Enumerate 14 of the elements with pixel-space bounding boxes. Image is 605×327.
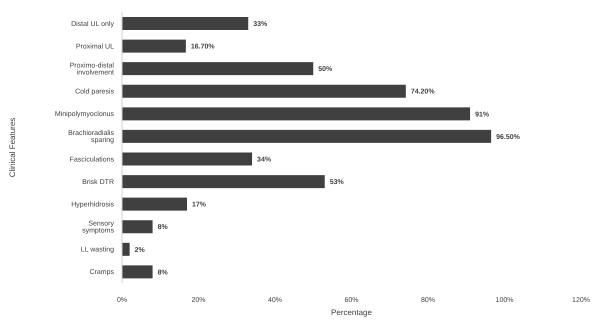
bar [122,107,470,120]
bar [122,175,325,188]
bar [122,130,492,143]
bar [122,242,130,256]
bar [122,84,406,98]
bar [122,40,186,53]
bar [122,62,314,76]
bar [122,220,153,234]
bar [122,198,188,211]
x-axis-title: Percentage [331,308,373,317]
bar [122,17,248,30]
bar [122,152,252,166]
bar [122,265,153,278]
y-axis-title: Clinical Features [8,118,17,178]
